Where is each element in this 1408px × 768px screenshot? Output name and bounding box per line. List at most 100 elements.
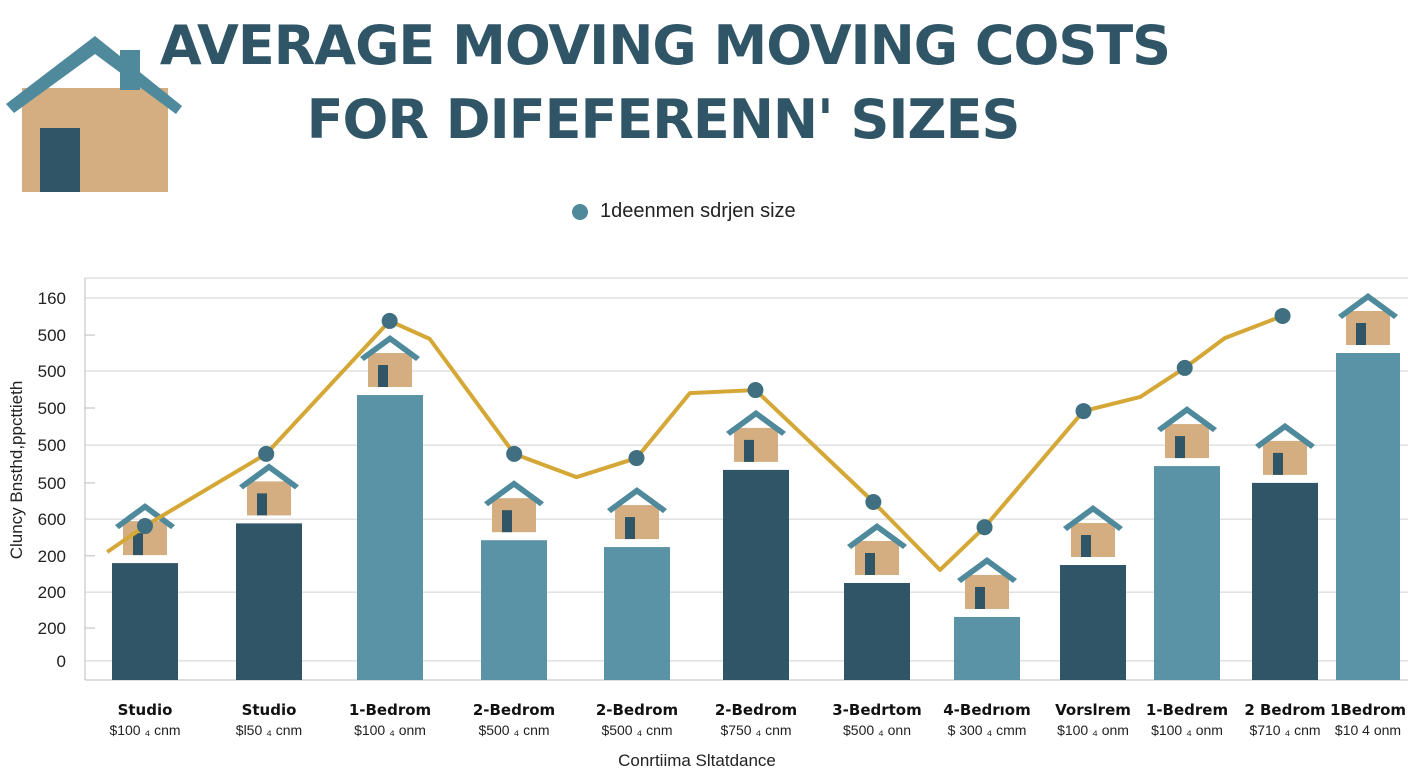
house-roof (239, 463, 299, 490)
x-tick-label: Studio (242, 701, 297, 719)
house-door (1356, 323, 1366, 346)
house-door (1081, 535, 1091, 558)
y-tick-label: 600 (38, 510, 66, 529)
house-door (975, 586, 985, 609)
house-roof (1063, 505, 1123, 532)
house-icon (847, 522, 907, 575)
line-marker (137, 518, 153, 535)
house-wall (492, 498, 536, 533)
house-icon (726, 409, 786, 462)
house-icon (484, 480, 544, 533)
x-tick-sublabel: $100 ₄ onm (1057, 722, 1129, 738)
line-marker (1075, 403, 1092, 420)
y-tick-label: 500 (38, 362, 66, 381)
y-tick-label: 160 (38, 289, 66, 308)
house-door (1273, 452, 1283, 475)
line-marker (865, 493, 882, 510)
line-marker (258, 445, 275, 462)
house-door (865, 552, 875, 575)
house-roof (484, 480, 544, 507)
house-door (1175, 436, 1185, 459)
y-tick-label: 200 (38, 583, 66, 602)
line-marker (1176, 359, 1193, 376)
house-logo-icon (6, 36, 182, 192)
bar (236, 523, 302, 680)
line-series (106, 314, 1284, 572)
bar (112, 563, 178, 680)
x-tick-label: 2-Bedrom (596, 701, 678, 719)
house-door (625, 517, 635, 540)
x-tick-sublabel: $750 ₄ cnm (720, 722, 791, 738)
x-axis-label: Conrtiima Sltatdance (618, 751, 776, 768)
house-roof (607, 487, 667, 514)
bar (723, 469, 789, 680)
y-tick-label: 200 (38, 547, 66, 566)
house-wall (1263, 440, 1307, 475)
x-tick-label: 2-Bedrom (715, 701, 797, 719)
house-roof (115, 503, 175, 530)
house-icon (239, 463, 299, 516)
x-tick-label: 3-Bedrtom (832, 701, 922, 719)
house-door (378, 365, 388, 388)
x-tick-sublabel: $100 ₄ onm (354, 722, 426, 738)
bar (954, 616, 1020, 680)
legend: 1deenmen sdrjen size (572, 200, 796, 223)
house-wall (1346, 311, 1390, 346)
bar (481, 540, 547, 680)
x-tick-sublabel: $100 ₄ onm (1151, 722, 1223, 738)
house-roof (1338, 293, 1398, 320)
bar (604, 547, 670, 680)
legend-marker (572, 203, 588, 220)
x-tick-sublabel: $100 ₄ cnm (109, 722, 180, 738)
line-marker (1274, 307, 1291, 324)
x-tick-label: 1-Bedrem (1146, 701, 1228, 719)
x-tick-sublabel: $500 ₄ cnm (601, 722, 672, 738)
chart-title: AVERAGE MOVING MOVING COSTS (159, 14, 1171, 77)
house-icon (1338, 293, 1398, 346)
line-marker (506, 445, 523, 462)
line-marker (381, 312, 398, 329)
house-icon (1255, 422, 1315, 475)
x-tick-label: 2-Bedrom (473, 701, 555, 719)
house-wall (734, 427, 778, 462)
line-marker (628, 450, 645, 467)
house-door (133, 533, 143, 556)
x-tick-label: 1Bedrom (1330, 701, 1406, 719)
house-door (502, 510, 512, 533)
y-axis-label: Cluncy Bnsthd,ppcttieth (7, 381, 26, 560)
bar (1154, 466, 1220, 680)
y-tick-label: 0 (57, 652, 66, 671)
x-tick-sublabel: $l50 ₄ cnm (236, 722, 302, 738)
x-tick-label: 1-Bedrom (349, 701, 431, 719)
house-wall (965, 574, 1009, 609)
house-roof (1157, 406, 1217, 433)
bar (1060, 565, 1126, 680)
house-roof (1255, 422, 1315, 449)
house-icon (1157, 406, 1217, 459)
x-tick-sublabel: $ 300 ₄ cmm (948, 722, 1027, 738)
x-tick-label: 2 Bedrom (1244, 701, 1325, 719)
x-tick-label: 4-Bedrıom (943, 701, 1030, 719)
house-icon (957, 556, 1017, 609)
house-roof (726, 409, 786, 436)
bar (1252, 482, 1318, 680)
line-marker (976, 519, 993, 536)
house-icon (607, 487, 667, 540)
y-tick-label: 500 (38, 474, 66, 493)
x-tick-label: Vorslrem (1055, 701, 1131, 719)
house-wall (615, 505, 659, 540)
x-tick-sublabel: $10 4 onm (1335, 722, 1401, 738)
house-wall (1165, 424, 1209, 459)
x-tick-sublabel: $710 ₄ cnm (1249, 722, 1320, 738)
x-tick-label: Studio (118, 701, 173, 719)
house-door (744, 439, 754, 462)
legend-label: 1deenmen sdrjen size (600, 200, 796, 222)
house-door (257, 493, 267, 516)
bar (1336, 353, 1400, 680)
house-roof (360, 335, 420, 362)
bar (357, 395, 423, 680)
y-tick-label: 500 (38, 399, 66, 418)
house-wall (1071, 523, 1115, 558)
y-tick-label: 500 (38, 326, 66, 345)
